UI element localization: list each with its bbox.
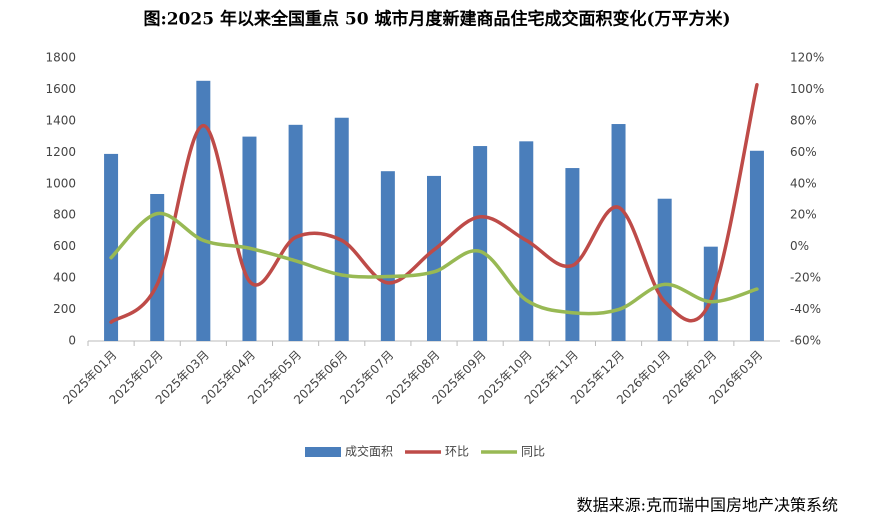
bar <box>427 175 441 341</box>
bar <box>473 146 488 341</box>
bar <box>749 150 764 341</box>
bar <box>242 136 257 341</box>
y2-tick-label: 20% <box>790 208 817 222</box>
y-tick-label: 1400 <box>45 113 76 127</box>
y-tick-label: 400 <box>53 271 76 285</box>
y-tick-label: 1200 <box>45 145 76 159</box>
bar <box>288 124 303 341</box>
legend-label: 同比 <box>521 445 545 459</box>
y-tick-label: 600 <box>53 239 76 253</box>
bar <box>565 168 580 341</box>
bar <box>611 124 626 342</box>
y-tick-label: 1800 <box>45 51 76 65</box>
bar <box>657 198 672 341</box>
legend-label: 环比 <box>445 445 469 459</box>
y2-tick-label: -60% <box>790 334 821 348</box>
y2-tick-label: 80% <box>790 113 817 127</box>
y-tick-label: 800 <box>53 208 76 222</box>
line <box>109 211 759 316</box>
bar <box>150 193 165 341</box>
bar <box>104 153 119 341</box>
bar <box>196 80 211 341</box>
y2-tick-label: 60% <box>790 145 817 159</box>
source: 数据来源:克而瑞中国房地产决策系统 <box>577 496 838 515</box>
chart-title: 图:2025 年以来全国重点 50 城市月度新建商品住宅成交面积变化(万平方米) <box>143 9 730 30</box>
y-tick-label: 200 <box>53 302 76 316</box>
y-tick-label: 1600 <box>45 82 76 96</box>
y-tick-label: 1000 <box>45 176 76 190</box>
line <box>109 82 759 324</box>
legend-swatch <box>305 447 341 457</box>
y2-tick-label: 0% <box>790 239 809 253</box>
y2-tick-label: 40% <box>790 176 817 190</box>
legend-label: 成交面积 <box>345 444 393 459</box>
bar <box>703 246 718 341</box>
y2-tick-label: 120% <box>790 51 824 65</box>
bar <box>380 171 395 341</box>
y2-tick-label: -40% <box>790 302 821 316</box>
bar <box>334 117 349 341</box>
y-tick-label: 0 <box>68 334 76 348</box>
y2-tick-label: 100% <box>790 82 824 96</box>
y2-tick-label: -20% <box>790 271 821 285</box>
